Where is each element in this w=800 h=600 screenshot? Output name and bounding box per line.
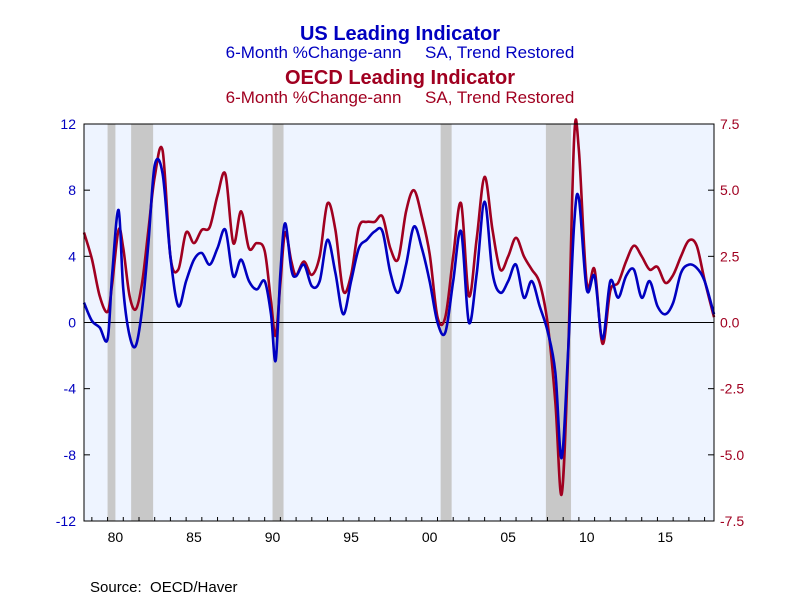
us-subtitle: 6-Month %Change-ann SA, Trend Restored: [226, 43, 575, 62]
x-tick-label: 80: [108, 529, 124, 545]
left-tick-label: 0: [68, 315, 76, 331]
x-tick-label: 00: [422, 529, 438, 545]
x-tick-label: 05: [500, 529, 516, 545]
x-tick-label: 90: [265, 529, 281, 545]
right-axis-ticks: 7.5 5.0 2.5 0.0 -2.5 -5.0 -7.5: [708, 116, 744, 529]
right-tick-label: -7.5: [720, 513, 744, 529]
oecd-title: OECD Leading Indicator: [285, 67, 515, 89]
left-tick-label: 12: [60, 116, 76, 132]
left-tick-label: -8: [64, 447, 77, 463]
left-tick-label: 8: [68, 182, 76, 198]
x-axis-ticks: 80 85 90 95 00 05 10 15: [91, 517, 706, 545]
left-tick-label: -4: [64, 381, 77, 397]
left-tick-label: 4: [68, 248, 76, 264]
x-tick-label: 10: [579, 529, 595, 545]
x-tick-label: 85: [186, 529, 202, 545]
right-tick-label: 7.5: [720, 116, 740, 132]
right-tick-label: 0.0: [720, 315, 740, 331]
series-lines: [82, 118, 716, 496]
us-series-line: [82, 157, 716, 460]
x-tick-label: 15: [658, 529, 674, 545]
right-tick-label: 5.0: [720, 182, 740, 198]
plot-frame: [83, 123, 715, 522]
right-tick-label: 2.5: [720, 248, 740, 264]
x-tick-label: 95: [343, 529, 359, 545]
us-title: US Leading Indicator: [300, 23, 500, 45]
left-axis-ticks: 12 8 4 0 -4 -8 -12: [56, 116, 90, 529]
source-note: Source: OECD/Haver: [90, 579, 238, 596]
oecd-subtitle: 6-Month %Change-ann SA, Trend Restored: [226, 88, 575, 107]
right-tick-label: -5.0: [720, 447, 744, 463]
left-tick-label: -12: [56, 513, 76, 529]
right-tick-label: -2.5: [720, 381, 744, 397]
